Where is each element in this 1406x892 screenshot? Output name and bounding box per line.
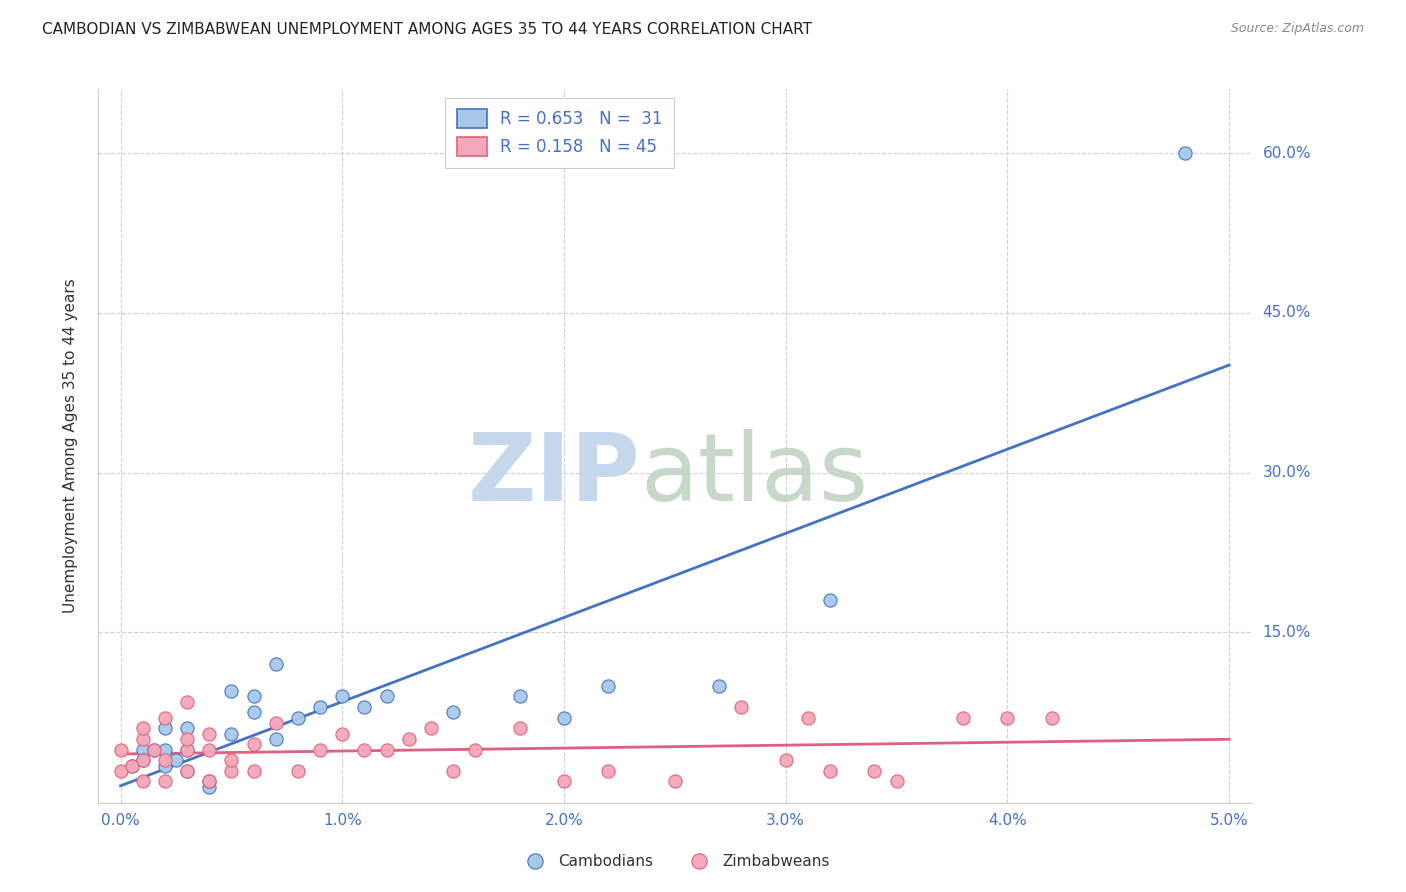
- Point: [132, 731, 155, 746]
- Point: [375, 690, 398, 704]
- Point: [441, 764, 464, 778]
- Point: [1040, 710, 1063, 724]
- Text: ZIP: ZIP: [467, 428, 640, 521]
- Point: [797, 710, 820, 724]
- Point: [441, 706, 464, 720]
- Point: [330, 690, 353, 704]
- Point: [997, 710, 1019, 724]
- Point: [198, 780, 221, 794]
- Point: [198, 774, 221, 789]
- Point: [242, 706, 264, 720]
- Point: [198, 742, 221, 756]
- Point: [142, 742, 165, 756]
- Text: CAMBODIAN VS ZIMBABWEAN UNEMPLOYMENT AMONG AGES 35 TO 44 YEARS CORRELATION CHART: CAMBODIAN VS ZIMBABWEAN UNEMPLOYMENT AMO…: [42, 22, 813, 37]
- Point: [264, 731, 287, 746]
- Point: [242, 690, 264, 704]
- Point: [398, 731, 420, 746]
- Point: [221, 753, 243, 767]
- Point: [142, 742, 165, 756]
- Point: [132, 753, 155, 767]
- Text: 30.0%: 30.0%: [1263, 465, 1310, 480]
- Point: [176, 742, 198, 756]
- Y-axis label: Unemployment Among Ages 35 to 44 years: Unemployment Among Ages 35 to 44 years: [63, 278, 77, 614]
- Point: [775, 753, 797, 767]
- Text: atlas: atlas: [640, 428, 869, 521]
- Point: [598, 679, 620, 693]
- Legend: Cambodians, Zimbabweans: Cambodians, Zimbabweans: [515, 848, 835, 875]
- Point: [221, 726, 243, 740]
- Point: [242, 737, 264, 751]
- Point: [264, 715, 287, 730]
- Point: [353, 700, 375, 714]
- Point: [121, 758, 143, 772]
- Point: [730, 700, 752, 714]
- Point: [353, 742, 375, 756]
- Point: [464, 742, 486, 756]
- Point: [153, 710, 176, 724]
- Point: [132, 774, 155, 789]
- Point: [818, 593, 841, 607]
- Point: [153, 753, 176, 767]
- Point: [309, 700, 332, 714]
- Point: [153, 721, 176, 735]
- Point: [818, 764, 841, 778]
- Point: [165, 753, 187, 767]
- Text: 60.0%: 60.0%: [1263, 145, 1310, 161]
- Text: 15.0%: 15.0%: [1263, 625, 1310, 640]
- Point: [176, 764, 198, 778]
- Point: [121, 758, 143, 772]
- Point: [1174, 146, 1197, 161]
- Point: [176, 764, 198, 778]
- Point: [553, 774, 575, 789]
- Point: [176, 731, 198, 746]
- Point: [110, 742, 132, 756]
- Point: [221, 764, 243, 778]
- Point: [153, 742, 176, 756]
- Point: [509, 721, 531, 735]
- Legend: R = 0.653   N =  31, R = 0.158   N = 45: R = 0.653 N = 31, R = 0.158 N = 45: [446, 97, 673, 168]
- Point: [509, 690, 531, 704]
- Point: [598, 764, 620, 778]
- Point: [863, 764, 886, 778]
- Point: [110, 764, 132, 778]
- Point: [309, 742, 332, 756]
- Point: [132, 742, 155, 756]
- Point: [242, 764, 264, 778]
- Point: [198, 774, 221, 789]
- Point: [375, 742, 398, 756]
- Point: [287, 764, 309, 778]
- Point: [176, 721, 198, 735]
- Point: [221, 684, 243, 698]
- Point: [553, 710, 575, 724]
- Point: [132, 753, 155, 767]
- Text: 45.0%: 45.0%: [1263, 305, 1310, 320]
- Point: [153, 774, 176, 789]
- Text: Source: ZipAtlas.com: Source: ZipAtlas.com: [1230, 22, 1364, 36]
- Point: [176, 742, 198, 756]
- Point: [420, 721, 443, 735]
- Point: [952, 710, 974, 724]
- Point: [664, 774, 686, 789]
- Point: [153, 758, 176, 772]
- Point: [132, 721, 155, 735]
- Point: [287, 710, 309, 724]
- Point: [176, 695, 198, 709]
- Point: [330, 726, 353, 740]
- Point: [886, 774, 908, 789]
- Point: [264, 657, 287, 672]
- Point: [709, 679, 731, 693]
- Point: [198, 726, 221, 740]
